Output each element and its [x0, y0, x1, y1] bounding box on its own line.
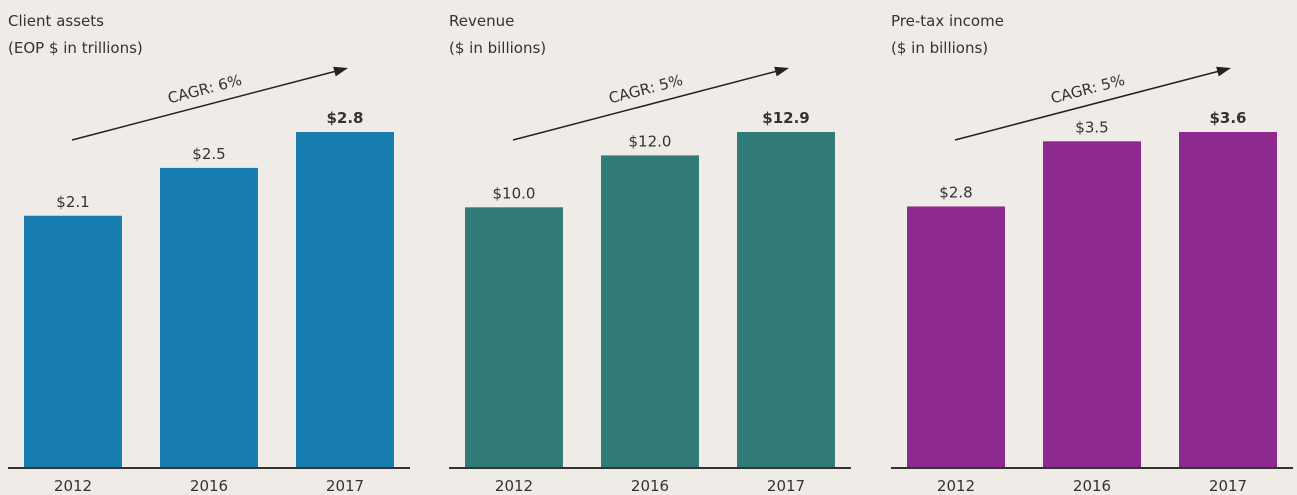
value-label: $3.6	[1209, 109, 1246, 127]
trend-arrow	[71, 69, 339, 141]
bar	[601, 155, 699, 468]
bar	[737, 132, 835, 467]
value-label: $12.9	[762, 109, 809, 127]
x-tick-label: 2017	[1209, 477, 1247, 495]
bar	[296, 132, 394, 467]
value-label: $3.5	[1075, 118, 1108, 136]
x-tick-label: 2016	[631, 477, 669, 495]
bar	[160, 167, 258, 467]
x-tick-label: 2012	[495, 477, 533, 495]
chart-title: Pre-tax income	[891, 12, 1004, 30]
x-tick-label: 2017	[326, 477, 364, 495]
bar	[465, 207, 563, 468]
bar	[907, 206, 1005, 467]
chart-subtitle: ($ in billions)	[449, 39, 546, 57]
arrow-head	[774, 66, 789, 77]
arrow-head	[333, 66, 348, 77]
arrow-head	[1216, 66, 1231, 77]
bar	[1179, 132, 1277, 467]
trend-arrow	[954, 69, 1222, 141]
value-label: $10.0	[493, 184, 536, 202]
trend-arrow	[512, 69, 780, 141]
bar	[24, 215, 122, 467]
x-tick-label: 2016	[1073, 477, 1111, 495]
chart-subtitle: (EOP $ in trillions)	[8, 39, 143, 57]
x-tick-label: 2012	[54, 477, 92, 495]
bar	[1043, 141, 1141, 468]
value-label: $2.8	[326, 109, 363, 127]
x-tick-label: 2016	[190, 477, 228, 495]
value-label: $2.1	[56, 193, 89, 211]
chart-title: Revenue	[449, 12, 514, 30]
chart-title: Client assets	[8, 12, 104, 30]
value-label: $2.8	[939, 183, 972, 201]
value-label: $2.5	[192, 145, 225, 163]
value-label: $12.0	[629, 132, 672, 150]
x-tick-label: 2017	[767, 477, 805, 495]
chart-subtitle: ($ in billions)	[891, 39, 988, 57]
x-tick-label: 2012	[937, 477, 975, 495]
